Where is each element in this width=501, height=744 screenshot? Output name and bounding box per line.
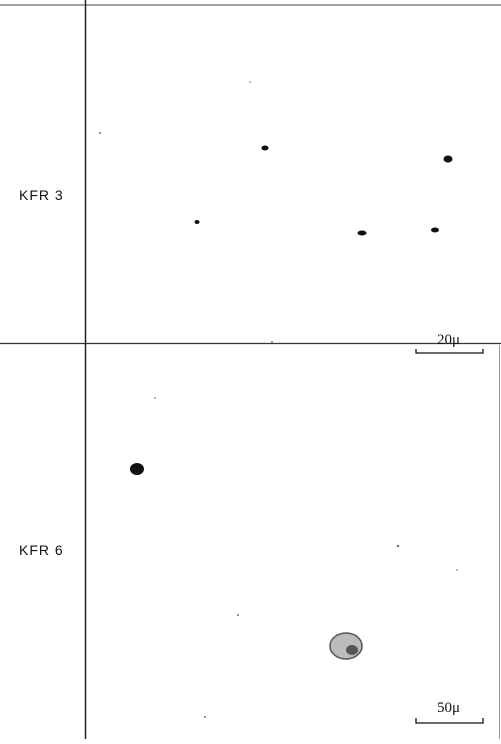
particle — [130, 463, 144, 475]
speck — [237, 614, 239, 616]
micrograph-particles — [99, 81, 453, 343]
particle-core — [346, 645, 358, 655]
particle-cluster — [329, 632, 363, 660]
speck — [271, 341, 273, 343]
speck — [249, 81, 251, 83]
speck — [456, 569, 458, 571]
micrograph-particles — [130, 397, 458, 718]
scale-bar — [415, 718, 484, 724]
particle — [431, 227, 439, 233]
scale-label: 20μ — [437, 332, 460, 348]
particle — [194, 220, 200, 224]
scale-label: 50μ — [437, 700, 460, 716]
panel-label: KFR 3 — [19, 187, 64, 203]
particle — [357, 230, 367, 236]
speck — [396, 544, 400, 548]
scale-bar — [415, 349, 484, 354]
particle — [443, 155, 453, 163]
speck — [99, 132, 101, 134]
panel-label: KFR 6 — [19, 542, 64, 558]
speck — [204, 716, 206, 718]
speck — [154, 397, 156, 399]
particle — [261, 145, 269, 151]
